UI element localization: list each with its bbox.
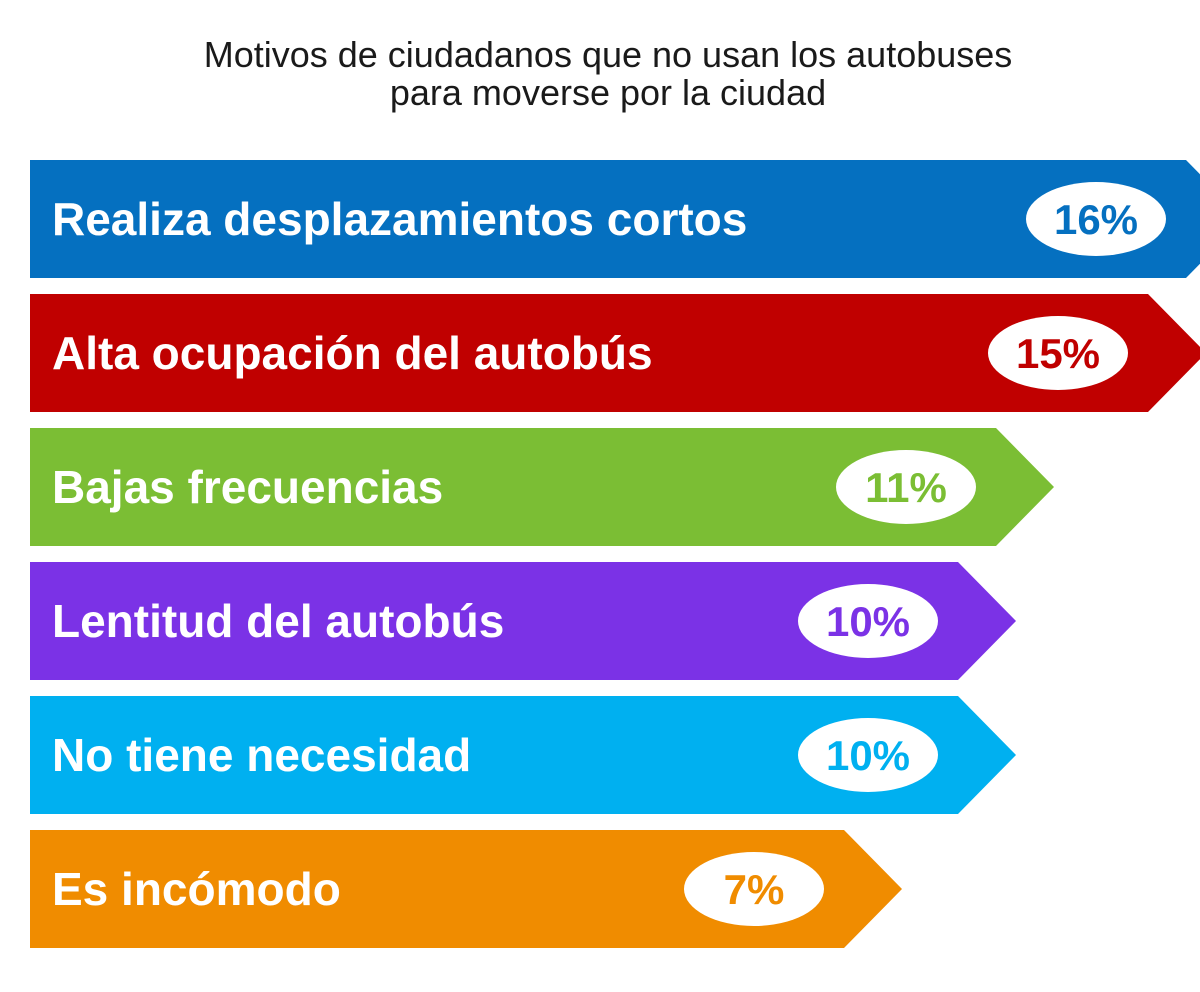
category-label: Alta ocupación del autobús xyxy=(52,327,653,379)
value-label: 15% xyxy=(1016,330,1100,377)
bar-arrow-shape xyxy=(30,428,1054,546)
value-bubble xyxy=(684,852,824,926)
bar-3: Bajas frecuencias 11% xyxy=(30,428,1054,546)
value-label: 7% xyxy=(724,866,785,913)
bar-arrow-shape xyxy=(30,160,1200,278)
chart-title-line-1: Motivos de ciudadanos que no usan los au… xyxy=(203,34,1013,75)
category-label: No tiene necesidad xyxy=(52,729,471,781)
bar-arrow-shape xyxy=(30,830,902,948)
category-label: Es incómodo xyxy=(52,863,341,915)
bar-arrow-shape xyxy=(30,562,1016,680)
category-label: Realiza desplazamientos cortos xyxy=(52,193,747,245)
category-label: Bajas frecuencias xyxy=(52,461,443,513)
value-label: 11% xyxy=(865,464,947,511)
value-label: 16% xyxy=(1054,196,1138,243)
value-bubble xyxy=(836,450,976,524)
value-bubble xyxy=(988,316,1128,390)
bar-arrow-shape xyxy=(30,294,1200,412)
bar-1: Realiza desplazamientos cortos 16% xyxy=(30,160,1200,278)
bar-2: Alta ocupación del autobús 15% xyxy=(30,294,1200,412)
value-bubble xyxy=(1026,182,1166,256)
chart-title-line-2: para moverse por la ciudad xyxy=(389,72,827,113)
category-label: Lentitud del autobús xyxy=(52,595,504,647)
chart-title: Motivos de ciudadanos que no usan los au… xyxy=(0,36,1200,112)
bar-5: No tiene necesidad 10% xyxy=(30,696,1016,814)
bar-arrow-shape xyxy=(30,696,1016,814)
bar-4: Lentitud del autobús 10% xyxy=(30,562,1016,680)
value-label: 10% xyxy=(826,732,910,779)
bar-6: Es incómodo 7% xyxy=(30,830,902,948)
value-bubble xyxy=(798,584,938,658)
value-bubble xyxy=(798,718,938,792)
value-label: 10% xyxy=(826,598,910,645)
